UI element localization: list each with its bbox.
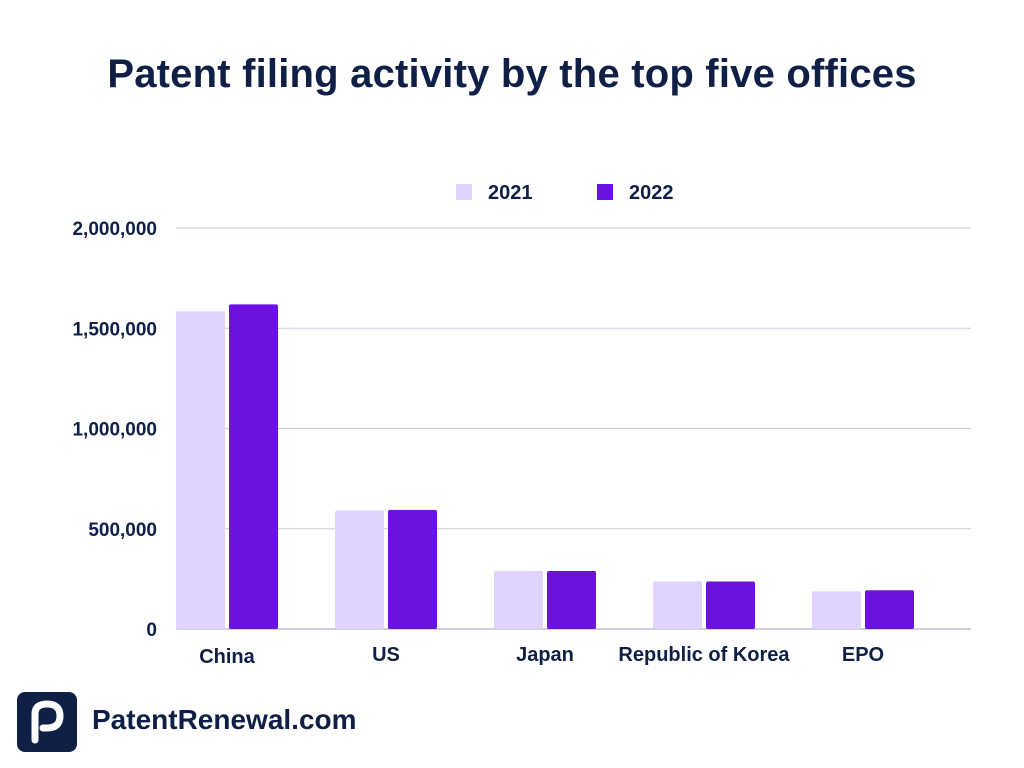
bar-2021-republic-of-korea — [653, 581, 702, 629]
y-tick-label: 0 — [146, 620, 157, 641]
bar-2021-epo — [812, 591, 861, 629]
y-axis-ticks: 0 500,000 1,000,000 1,500,000 2,000,000 — [72, 219, 157, 641]
x-tick-label: Republic of Korea — [618, 644, 790, 666]
legend-swatch — [597, 184, 613, 200]
x-tick-label: Japan — [516, 644, 574, 666]
chart-title: Patent filing activity by the top five o… — [107, 52, 917, 96]
y-tick-label: 1,000,000 — [72, 420, 157, 441]
x-tick-label: US — [372, 644, 400, 666]
bar-2022-republic-of-korea — [706, 581, 755, 629]
gridlines — [176, 227, 971, 630]
bar-2022-japan — [547, 571, 596, 629]
bars — [176, 304, 914, 629]
legend-swatch — [456, 184, 472, 200]
bar-2021-us — [335, 510, 384, 629]
legend-label: 2022 — [629, 182, 674, 204]
legend-label: 2021 — [488, 182, 533, 204]
y-tick-label: 500,000 — [88, 520, 157, 541]
bar-2021-japan — [494, 571, 543, 629]
bar-2022-us — [388, 509, 437, 629]
bar-2022-epo — [865, 590, 914, 629]
legend: 2021 2022 — [456, 182, 674, 204]
site-name: PatentRenewal.com — [92, 704, 357, 735]
patentrenewal-logo — [17, 692, 77, 752]
y-tick-label: 2,000,000 — [72, 219, 157, 240]
bar-2021-china — [176, 311, 225, 629]
logo-p-icon — [31, 700, 64, 744]
x-tick-label: EPO — [842, 644, 884, 666]
x-axis-ticks: China US Japan Republic of Korea EPO — [199, 644, 884, 668]
bar-2022-china — [229, 304, 278, 629]
x-tick-label: China — [199, 646, 255, 668]
y-tick-label: 1,500,000 — [72, 319, 157, 340]
